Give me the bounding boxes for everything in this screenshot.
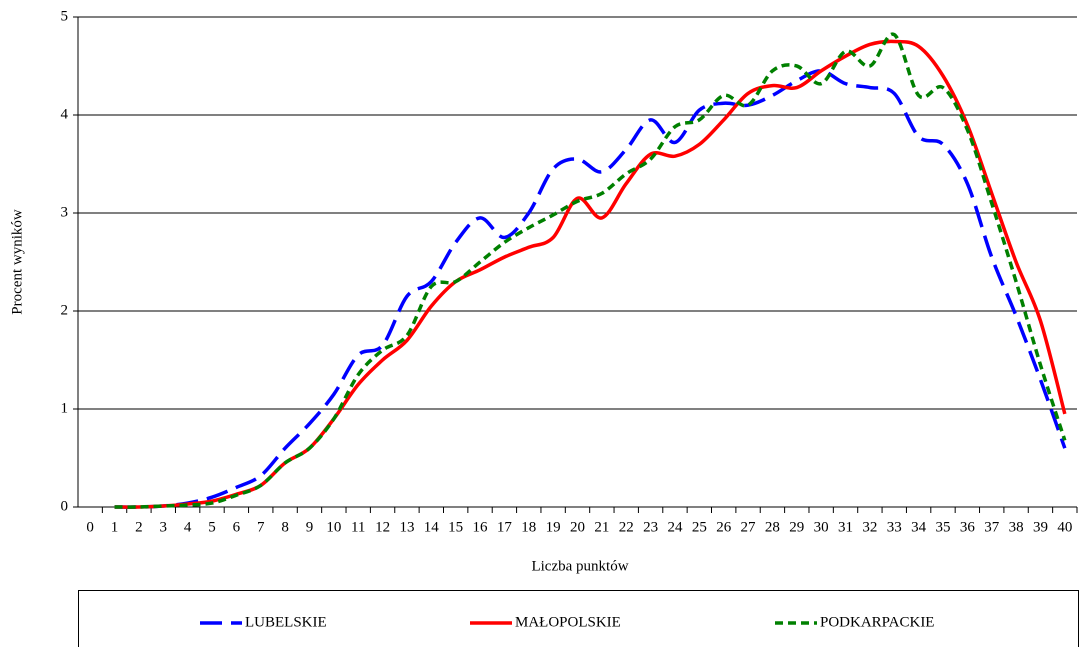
x-tick-label: 26	[716, 519, 732, 535]
x-tick-label: 11	[351, 519, 365, 535]
x-tick-label: 33	[887, 519, 902, 535]
x-tick-label: 2	[135, 519, 143, 535]
x-tick-label: 21	[594, 519, 609, 535]
x-tick-label: 12	[375, 519, 390, 535]
x-tick-label: 6	[233, 519, 241, 535]
x-tick-label: 40	[1057, 519, 1072, 535]
x-tick-label: 18	[521, 519, 536, 535]
x-tick-label: 24	[667, 519, 683, 535]
y-tick-label: 5	[61, 8, 69, 24]
y-tick-label: 4	[61, 106, 69, 122]
y-tick-label: 1	[61, 400, 69, 416]
x-tick-label: 32	[862, 519, 877, 535]
legend-label: PODKARPACKIE	[820, 614, 934, 630]
legend-label: LUBELSKIE	[245, 614, 327, 630]
x-tick-label: 1	[111, 519, 119, 535]
legend-label: MAŁOPOLSKIE	[515, 614, 621, 630]
x-tick-label: 9	[306, 519, 314, 535]
x-tick-label: 10	[326, 519, 341, 535]
x-tick-label: 17	[497, 519, 513, 535]
y-tick-label: 2	[61, 302, 69, 318]
x-tick-label: 34	[911, 519, 927, 535]
x-tick-label: 37	[984, 519, 1000, 535]
x-tick-label: 36	[960, 519, 976, 535]
x-tick-label: 35	[935, 519, 950, 535]
x-tick-label: 15	[448, 519, 463, 535]
x-tick-label: 8	[281, 519, 289, 535]
x-tick-label: 3	[160, 519, 168, 535]
x-tick-label: 13	[399, 519, 414, 535]
x-tick-label: 31	[838, 519, 853, 535]
x-tick-label: 5	[208, 519, 216, 535]
x-tick-label: 19	[546, 519, 561, 535]
x-tick-label: 27	[741, 519, 757, 535]
series-line	[114, 69, 1067, 509]
x-tick-label: 25	[692, 519, 707, 535]
x-tick-label: 22	[619, 519, 634, 535]
x-tick-label: 38	[1009, 519, 1024, 535]
x-tick-label: 23	[643, 519, 658, 535]
x-axis-label: Liczba punktów	[531, 558, 628, 574]
y-axis-label: Procent wyników	[9, 209, 25, 315]
x-tick-label: 4	[184, 519, 192, 535]
x-tick-label: 39	[1033, 519, 1048, 535]
series-line	[114, 39, 1067, 509]
x-tick-label: 30	[814, 519, 829, 535]
x-tick-label: 29	[789, 519, 804, 535]
x-tick-label: 20	[570, 519, 585, 535]
x-tick-label: 16	[473, 519, 489, 535]
x-tick-label: 7	[257, 519, 265, 535]
y-tick-label: 3	[61, 204, 69, 220]
series-line	[114, 32, 1067, 509]
x-tick-label: 14	[424, 519, 440, 535]
y-tick-label: 0	[61, 498, 69, 514]
x-tick-label: 28	[765, 519, 780, 535]
x-tick-label: 0	[86, 519, 94, 535]
